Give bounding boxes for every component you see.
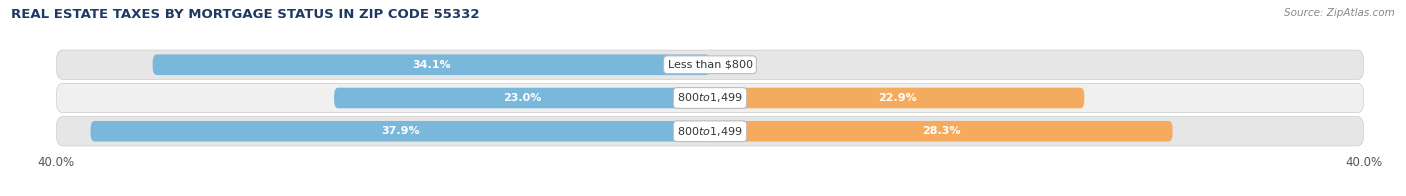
Text: 34.1%: 34.1% xyxy=(412,60,451,70)
Text: 23.0%: 23.0% xyxy=(503,93,541,103)
Text: 37.9%: 37.9% xyxy=(381,126,419,136)
FancyBboxPatch shape xyxy=(56,117,1364,146)
Text: Less than $800: Less than $800 xyxy=(668,60,752,70)
Text: Source: ZipAtlas.com: Source: ZipAtlas.com xyxy=(1284,8,1395,18)
FancyBboxPatch shape xyxy=(56,83,1364,113)
Legend: Without Mortgage, With Mortgage: Without Mortgage, With Mortgage xyxy=(588,193,832,196)
FancyBboxPatch shape xyxy=(710,121,1173,142)
FancyBboxPatch shape xyxy=(710,88,1084,108)
Text: $800 to $1,499: $800 to $1,499 xyxy=(678,125,742,138)
Text: 22.9%: 22.9% xyxy=(877,93,917,103)
Text: $800 to $1,499: $800 to $1,499 xyxy=(678,92,742,104)
Text: REAL ESTATE TAXES BY MORTGAGE STATUS IN ZIP CODE 55332: REAL ESTATE TAXES BY MORTGAGE STATUS IN … xyxy=(11,8,479,21)
Text: 28.3%: 28.3% xyxy=(922,126,960,136)
FancyBboxPatch shape xyxy=(153,54,710,75)
Text: 0.0%: 0.0% xyxy=(723,60,751,70)
FancyBboxPatch shape xyxy=(335,88,710,108)
FancyBboxPatch shape xyxy=(90,121,710,142)
FancyBboxPatch shape xyxy=(56,50,1364,79)
